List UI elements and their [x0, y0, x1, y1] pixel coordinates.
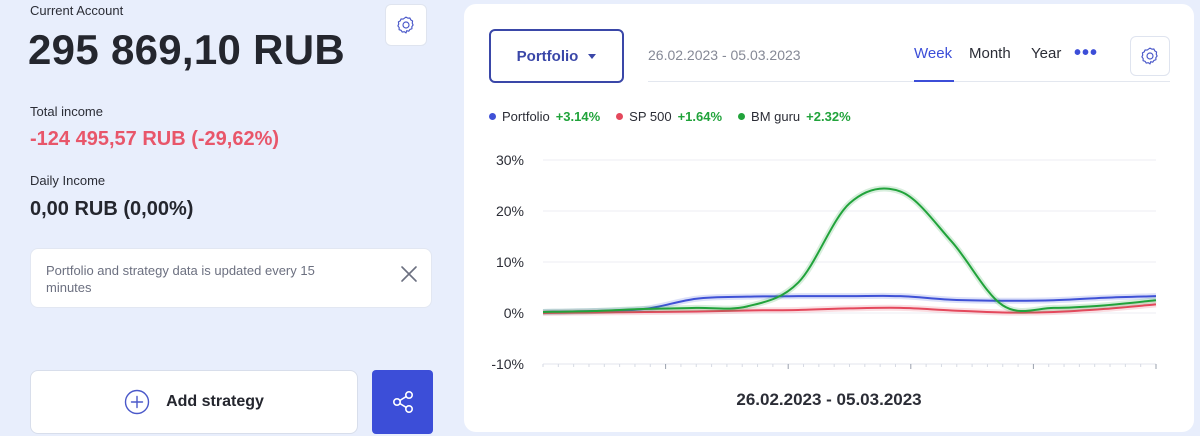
y-tick-label: 20% [496, 203, 524, 219]
performance-panel: Portfolio 26.02.2023 - 05.03.2023 Week M… [464, 4, 1194, 432]
tab-year[interactable]: Year [1031, 45, 1062, 62]
tab-month[interactable]: Month [969, 45, 1011, 62]
caret-down-icon [588, 53, 597, 59]
series-line-sp-500[interactable] [542, 303, 1157, 314]
account-settings-button[interactable] [385, 4, 427, 46]
current-account-label: Current Account [30, 3, 124, 18]
gear-icon [397, 16, 414, 34]
legend-change: +2.32% [806, 109, 851, 124]
tab-week[interactable]: Week [914, 45, 953, 62]
share-button[interactable] [372, 370, 433, 434]
total-income-label: Total income [30, 104, 103, 119]
chart-settings-button[interactable] [1130, 36, 1170, 76]
plus-circle-icon [124, 389, 150, 415]
legend-dot [616, 113, 624, 120]
portfolio-select-label: Portfolio [516, 47, 579, 65]
active-tab-indicator [914, 80, 954, 82]
series-line-bm-guru[interactable] [542, 187, 1157, 313]
y-tick-label: 10% [496, 254, 524, 270]
add-strategy-label: Add strategy [166, 393, 264, 410]
y-tick-label: 30% [496, 152, 524, 168]
date-range: 26.02.2023 - 05.03.2023 [648, 47, 801, 63]
y-tick-label: 0% [504, 305, 524, 321]
legend-name: Portfolio [502, 109, 550, 124]
account-summary: Current Account 295 869,10 RUB Total inc… [0, 0, 450, 436]
legend-item-portfolio[interactable]: Portfolio +3.14% [489, 109, 600, 124]
legend-change: +3.14% [555, 109, 601, 124]
update-notice-text: Portfolio and strategy data is updated e… [46, 263, 315, 295]
daily-income-value: 0,00 RUB (0,00%) [30, 198, 194, 220]
legend-change: +1.64% [677, 109, 723, 124]
daily-income-label: Daily Income [30, 173, 106, 188]
legend-dot [738, 113, 746, 120]
legend-item-bm-guru[interactable]: BM guru +2.32% [738, 109, 851, 124]
legend-dot [489, 113, 496, 120]
legend-name: BM guru [751, 109, 801, 124]
add-strategy-button[interactable]: Add strategy [30, 370, 358, 434]
legend-item-sp500[interactable]: SP 500 +1.64% [616, 109, 722, 124]
portfolio-select[interactable]: Portfolio [489, 29, 624, 83]
chart-legend: Portfolio +3.14% SP 500 +1.64% BM guru +… [489, 109, 851, 124]
tabs-divider [648, 81, 1170, 82]
y-tick-label: -10% [491, 356, 524, 372]
update-notice: Portfolio and strategy data is updated e… [30, 248, 432, 308]
gear-icon [1141, 47, 1158, 65]
total-income-value: -124 495,57 RUB (-29,62%) [30, 128, 280, 150]
share-icon [392, 390, 413, 413]
legend-name: SP 500 [629, 109, 672, 124]
account-balance: 295 869,10 RUB [28, 26, 346, 73]
close-icon[interactable] [399, 264, 419, 284]
more-periods-button[interactable]: ••• [1074, 42, 1099, 64]
performance-chart: 30% 20% 10% 0% -10% [491, 152, 1157, 372]
chart-x-label: 26.02.2023 - 05.03.2023 [736, 390, 922, 409]
